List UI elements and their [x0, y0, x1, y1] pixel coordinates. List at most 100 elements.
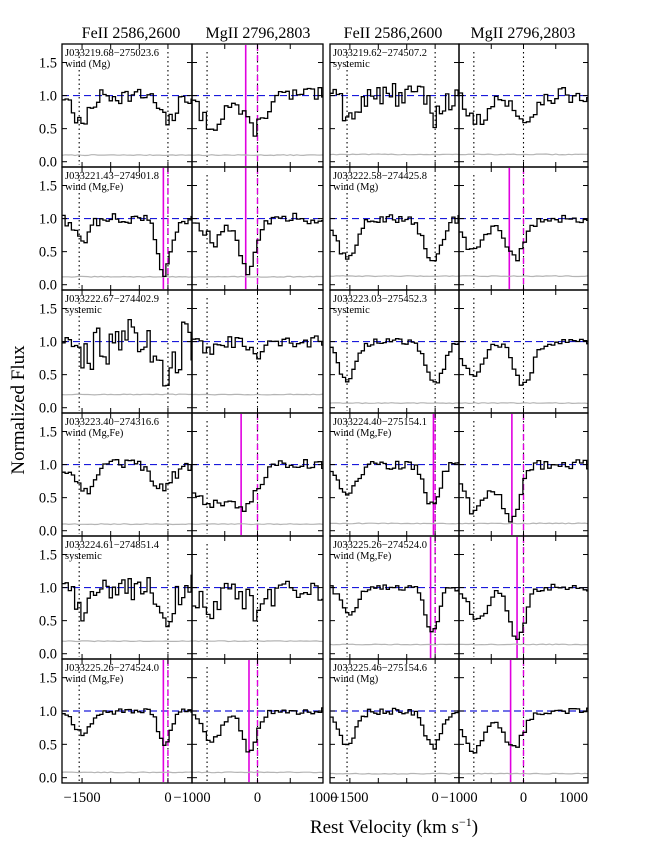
classification-p6: systemic — [333, 305, 370, 316]
classification-p11: wind (Mg,Fe) — [65, 674, 124, 685]
ytick-label: 0.0 — [39, 155, 57, 171]
error-spectrum-p9-fe — [61, 640, 193, 643]
error-spectrum-p12-mg — [458, 772, 589, 775]
flux-spectrum-p7-mg — [192, 459, 323, 512]
error-spectrum-p8-fe — [330, 522, 460, 525]
x-axis-label-text: Rest Velocity (km s — [310, 817, 459, 838]
ytick-label: 0.0 — [39, 278, 57, 294]
ytick-label: 1.5 — [39, 179, 57, 195]
ytick-label: 0.0 — [39, 401, 57, 417]
ytick-label: 1.0 — [39, 704, 57, 720]
ytick-label: 0.0 — [39, 647, 57, 663]
error-spectrum-p12-fe — [330, 772, 459, 775]
classification-p8: wind (Mg,Fe) — [333, 428, 392, 439]
ytick-label: 1.5 — [39, 671, 57, 687]
flux-spectrum-p8-fe — [330, 460, 459, 505]
flux-spectrum-p1-fe — [62, 88, 192, 126]
flux-spectrum-p12-mg — [459, 707, 588, 754]
error-spectrum-p7-fe — [61, 523, 193, 526]
classification-p2: systemic — [333, 59, 370, 70]
galaxy-id-p3: J033221.43−274901.8 — [65, 171, 159, 182]
ytick-label: 1.5 — [39, 56, 57, 72]
ytick-label: 1.0 — [39, 212, 57, 228]
flux-spectrum-p8-mg — [459, 459, 588, 523]
error-spectrum-p2-mg — [459, 153, 589, 156]
error-spectrum-p1-fe — [61, 154, 193, 157]
flux-spectrum-p10-fe — [330, 584, 459, 633]
error-spectrum-p7-mg — [191, 523, 324, 526]
flux-spectrum-p9-mg — [192, 580, 323, 622]
flux-spectrum-p10-mg — [459, 583, 588, 640]
error-spectrum-p2-fe — [329, 153, 460, 156]
x-axis-label-exponent: −1 — [459, 815, 472, 829]
error-spectrum-p8-mg — [458, 522, 589, 525]
classification-p4: wind (Mg) — [333, 182, 379, 193]
galaxy-id-p5: J033222.67−274402.9 — [65, 294, 159, 305]
ytick-label: 0.5 — [39, 368, 57, 384]
classification-p1: wind (Mg) — [65, 59, 111, 70]
galaxy-id-p9: J033224.61−274851.4 — [65, 540, 160, 551]
xtick-label: 0 — [432, 790, 439, 806]
galaxy-id-p2: J033219.62−274507.2 — [333, 48, 427, 59]
x-axis-label: Rest Velocity (km s−1) — [310, 815, 478, 838]
flux-spectrum-p4-fe — [330, 214, 459, 262]
flux-spectrum-p2-fe — [330, 82, 459, 129]
ytick-label: 0.5 — [39, 122, 57, 138]
classification-p10: wind (Mg,Fe) — [333, 551, 392, 562]
ytick-label: 0.5 — [39, 737, 57, 753]
flux-spectrum-p2-mg — [459, 87, 588, 125]
ytick-label: 0.5 — [39, 614, 57, 630]
ytick-label: 0.0 — [39, 524, 57, 540]
error-spectrum-p5-mg — [191, 393, 324, 396]
xtick-label: 1000 — [309, 790, 338, 806]
error-spectrum-p4-fe — [329, 275, 460, 278]
ytick-label: 0.5 — [39, 245, 57, 261]
xtick-label: −1500 — [63, 790, 100, 806]
galaxy-id-p10: J033225.26−274524.0 — [333, 540, 427, 551]
ytick-label: 0.0 — [39, 771, 57, 787]
classification-p7: wind (Mg,Fe) — [65, 428, 124, 439]
xtick-label: −1000 — [440, 790, 477, 806]
error-spectrum-p9-mg — [191, 640, 323, 643]
error-spectrum-p10-fe — [329, 643, 460, 646]
ytick-label: 1.0 — [39, 581, 57, 597]
classification-p5: systemic — [65, 305, 102, 316]
xtick-label: −1500 — [331, 790, 368, 806]
flux-spectrum-p3-fe — [62, 213, 192, 278]
flux-spectrum-p1-mg — [192, 87, 323, 137]
error-spectrum-p3-mg — [191, 275, 323, 278]
flux-spectrum-p6-mg — [459, 338, 588, 386]
error-spectrum-p6-mg — [459, 402, 589, 405]
ytick-label: 1.0 — [39, 335, 57, 351]
galaxy-id-p8: J033224.40−275154.1 — [333, 417, 427, 428]
flux-spectrum-p7-fe — [62, 459, 192, 495]
xtick-label: 0 — [164, 790, 171, 806]
error-spectrum-p4-mg — [458, 275, 589, 278]
flux-spectrum-p5-fe — [62, 318, 192, 387]
error-spectrum-p5-fe — [61, 393, 193, 396]
error-spectrum-p3-fe — [61, 275, 193, 278]
flux-spectrum-p5-mg — [192, 335, 323, 360]
flux-spectrum-p4-mg — [459, 214, 588, 262]
flux-spectrum-p6-fe — [330, 338, 459, 384]
xtick-label: 0 — [254, 790, 261, 806]
column-header-mg-right: MgII 2796,2803 — [471, 25, 576, 42]
galaxy-id-p1: J033219.68−275023.6 — [65, 48, 159, 59]
column-header-fe-right: FeII 2586,2600 — [344, 25, 443, 42]
y-axis-label: Normalized Flux — [8, 345, 29, 475]
galaxy-id-p11: J033225.26−274524.0 — [65, 663, 159, 674]
error-spectrum-p11-fe — [61, 771, 193, 774]
ytick-label: 1.0 — [39, 89, 57, 105]
galaxy-id-p12: J033225.46−275154.6 — [333, 663, 427, 674]
flux-spectrum-p9-fe — [62, 574, 192, 628]
ytick-label: 1.5 — [39, 548, 57, 564]
column-header-fe-left: FeII 2586,2600 — [82, 25, 181, 42]
error-spectrum-p10-mg — [458, 643, 589, 646]
xtick-label: 0 — [520, 790, 527, 806]
classification-p12: wind (Mg) — [333, 674, 379, 685]
flux-spectrum-p11-mg — [192, 707, 323, 753]
ytick-label: 1.5 — [39, 425, 57, 441]
flux-spectrum-p12-fe — [330, 707, 459, 750]
galaxy-id-p7: J033223.40−274316.6 — [65, 417, 159, 428]
